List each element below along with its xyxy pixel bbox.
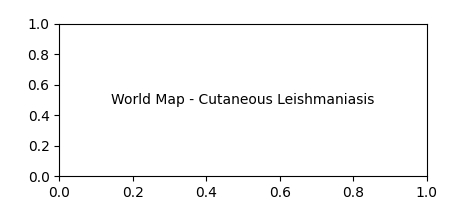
Text: World Map - Cutaneous Leishmaniasis: World Map - Cutaneous Leishmaniasis <box>111 93 374 107</box>
